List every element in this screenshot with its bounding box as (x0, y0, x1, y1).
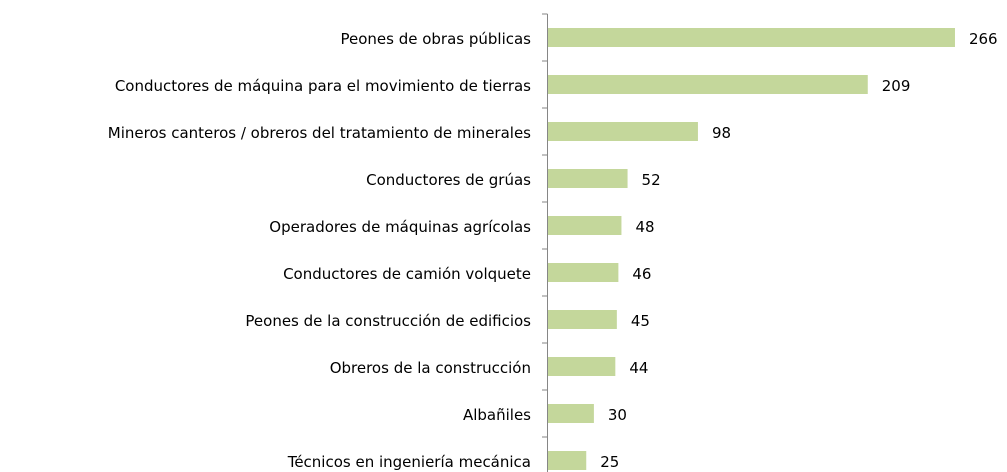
y-tick-label: Mineros canteros / obreros del tratamien… (108, 124, 531, 142)
bar (548, 169, 628, 188)
y-tick-label: Peones de obras públicas (340, 30, 531, 48)
y-tick-label: Conductores de camión volquete (283, 265, 531, 283)
data-label: 48 (635, 218, 654, 236)
data-label: 44 (629, 359, 648, 377)
bar (548, 404, 594, 423)
bar (548, 451, 587, 470)
bar (548, 216, 622, 235)
data-label: 45 (631, 312, 650, 330)
data-label: 25 (600, 453, 619, 471)
y-tick-label: Conductores de grúas (366, 171, 531, 189)
y-tick-label: Conductores de máquina para el movimient… (115, 77, 531, 95)
data-label: 30 (608, 406, 627, 424)
bar (548, 28, 955, 47)
data-label: 266 (969, 30, 998, 48)
data-label: 98 (712, 124, 731, 142)
bar (548, 75, 868, 94)
data-label: 46 (632, 265, 651, 283)
data-label: 209 (882, 77, 911, 95)
y-tick-label: Albañiles (463, 406, 531, 424)
y-tick-label: Obreros de la construcción (330, 359, 531, 377)
bar (548, 122, 698, 141)
y-tick-label: Peones de la construcción de edificios (245, 312, 531, 330)
bar (548, 357, 616, 376)
bar (548, 263, 619, 282)
bar (548, 310, 617, 329)
y-tick-label: Técnicos en ingeniería mecánica (287, 453, 531, 471)
y-tick-label: Operadores de máquinas agrícolas (269, 218, 531, 236)
data-label: 52 (642, 171, 661, 189)
